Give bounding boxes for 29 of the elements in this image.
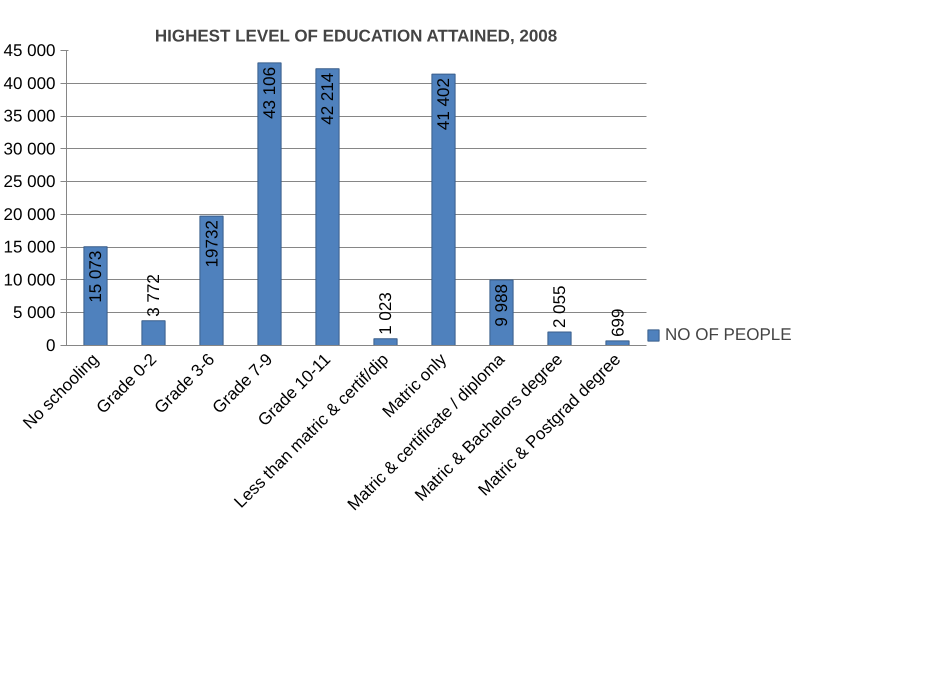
data-label: 1 023 xyxy=(376,292,395,335)
y-tick-label: 5 000 xyxy=(12,303,56,322)
y-tick-label: 10 000 xyxy=(4,270,56,290)
data-label: 42 214 xyxy=(318,72,337,125)
data-label: 2 055 xyxy=(550,285,569,328)
data-label: 41 402 xyxy=(434,78,453,130)
data-label: 3 772 xyxy=(144,274,163,317)
data-label: 19732 xyxy=(202,220,222,268)
y-tick-label: 40 000 xyxy=(4,74,56,93)
legend-label: NO OF PEOPLE xyxy=(665,325,792,345)
bar xyxy=(547,332,572,346)
bar xyxy=(373,338,398,346)
bar xyxy=(141,320,166,346)
y-tick-label: 0 xyxy=(46,336,56,355)
y-tick-label: 20 000 xyxy=(4,204,56,224)
bar xyxy=(257,62,282,346)
bar xyxy=(315,68,340,346)
bar xyxy=(199,216,224,346)
data-label: 43 106 xyxy=(260,66,279,119)
y-tick-label: 15 000 xyxy=(4,238,56,257)
data-label: 9 988 xyxy=(492,284,511,327)
data-label: 15 073 xyxy=(86,250,105,303)
data-label: 699 xyxy=(608,308,628,337)
chart-title: HIGHEST LEVEL OF EDUCATION ATTAINED, 2008 xyxy=(154,26,558,46)
y-tick-label: 30 000 xyxy=(4,139,56,158)
y-tick-label: 45 000 xyxy=(4,41,56,60)
y-tick-label: 35 000 xyxy=(4,106,56,126)
bar xyxy=(431,74,456,346)
y-tick-label: 25 000 xyxy=(4,172,56,192)
